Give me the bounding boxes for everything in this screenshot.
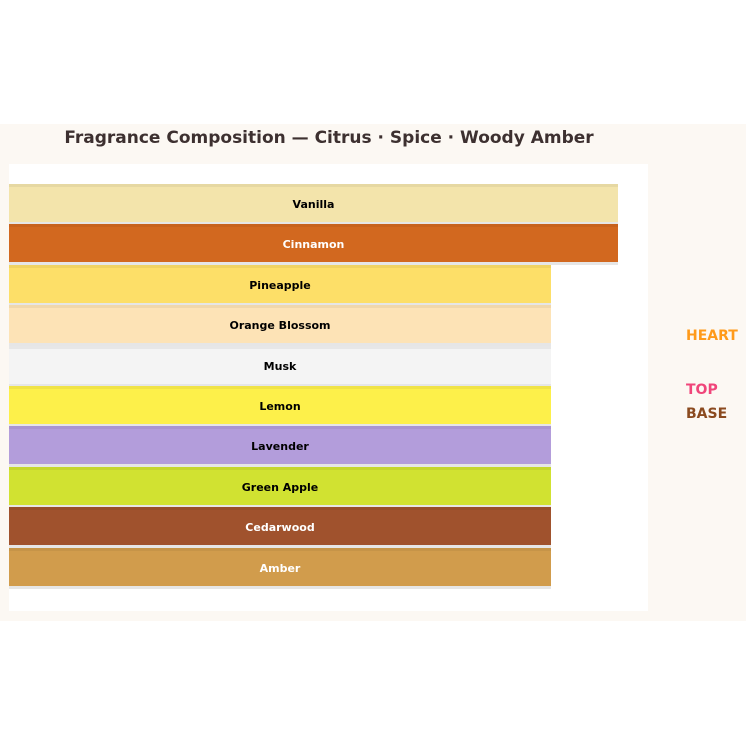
bar-musk: Musk	[9, 345, 551, 384]
bar-pineapple: Pineapple	[9, 264, 551, 303]
legend-top: TOP	[686, 382, 718, 398]
bar-label: Musk	[263, 359, 297, 373]
bar-label: Pineapple	[249, 278, 311, 292]
bar-label: Vanilla	[292, 198, 335, 211]
bar-label: Lemon	[259, 400, 301, 413]
bar-label: Green Apple	[241, 480, 319, 494]
bar-label: Cedarwood	[245, 521, 315, 535]
bar-label: Cinnamon	[282, 238, 345, 252]
chart-title: Fragrance Composition — Citrus · Spice ·…	[64, 128, 594, 148]
bar-vanilla: Vanilla	[9, 184, 618, 222]
bar-lavender: Lavender	[9, 426, 551, 465]
bar-lemon: Lemon	[9, 386, 551, 424]
bar-amber: Amber	[9, 547, 551, 586]
bar-label: Lavender	[251, 440, 309, 454]
bar-label: Orange Blossom	[229, 319, 331, 333]
bar-cinnamon: Cinnamon	[9, 224, 618, 263]
legend-base: BASE	[686, 406, 728, 422]
bar-label: Amber	[259, 561, 301, 575]
bar-cedarwood: Cedarwood	[9, 507, 551, 546]
legend-heart: HEART	[686, 328, 738, 344]
bar-green-apple: Green Apple	[9, 466, 551, 505]
bar-orange-blossom: Orange Blossom	[9, 305, 551, 344]
